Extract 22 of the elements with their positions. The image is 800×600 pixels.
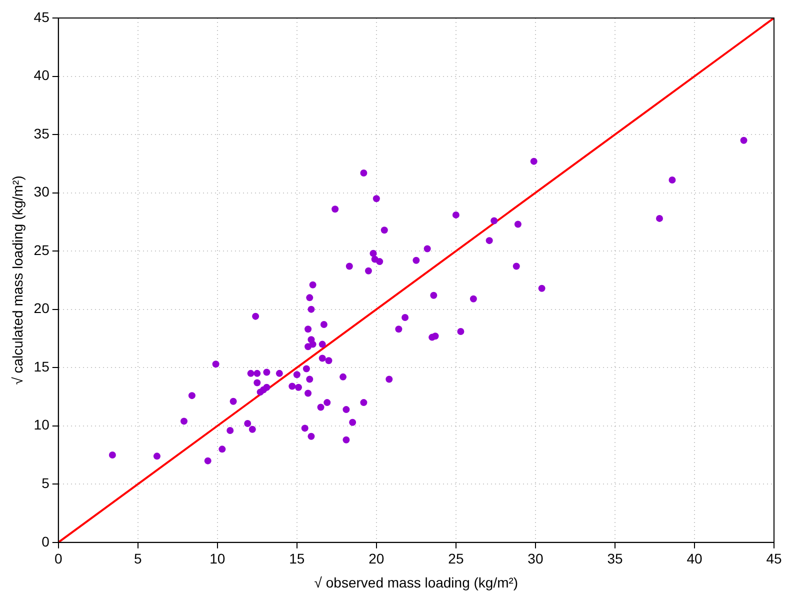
x-tick-label: 5 <box>134 550 142 567</box>
y-tick-label: 45 <box>34 8 50 25</box>
x-tick-label: 45 <box>766 550 782 567</box>
y-tick-label: 40 <box>34 67 50 84</box>
x-tick-label: 20 <box>368 550 384 567</box>
y-tick-label: 0 <box>42 533 50 550</box>
y-tick-label: 35 <box>34 125 50 142</box>
x-tick-label: 0 <box>54 550 62 567</box>
x-axis-title: √ observed mass loading (kg/m²) <box>314 574 518 590</box>
x-tick-label: 10 <box>210 550 226 567</box>
y-tick-label: 5 <box>42 474 50 491</box>
y-tick-label: 10 <box>34 416 50 433</box>
x-tick-label: 25 <box>448 550 464 567</box>
y-tick-label: 30 <box>34 184 50 200</box>
x-tick-label: 15 <box>289 550 305 567</box>
x-tick-label: 35 <box>607 550 623 567</box>
y-axis-title: √ calculated mass loading (kg/m²) <box>9 176 26 385</box>
y-tick-label: 15 <box>34 358 50 374</box>
y-tick-label: 20 <box>34 300 50 316</box>
x-tick-label: 30 <box>528 550 544 567</box>
x-tick-label: 40 <box>686 550 702 567</box>
y-tick-label: 25 <box>34 242 50 258</box>
